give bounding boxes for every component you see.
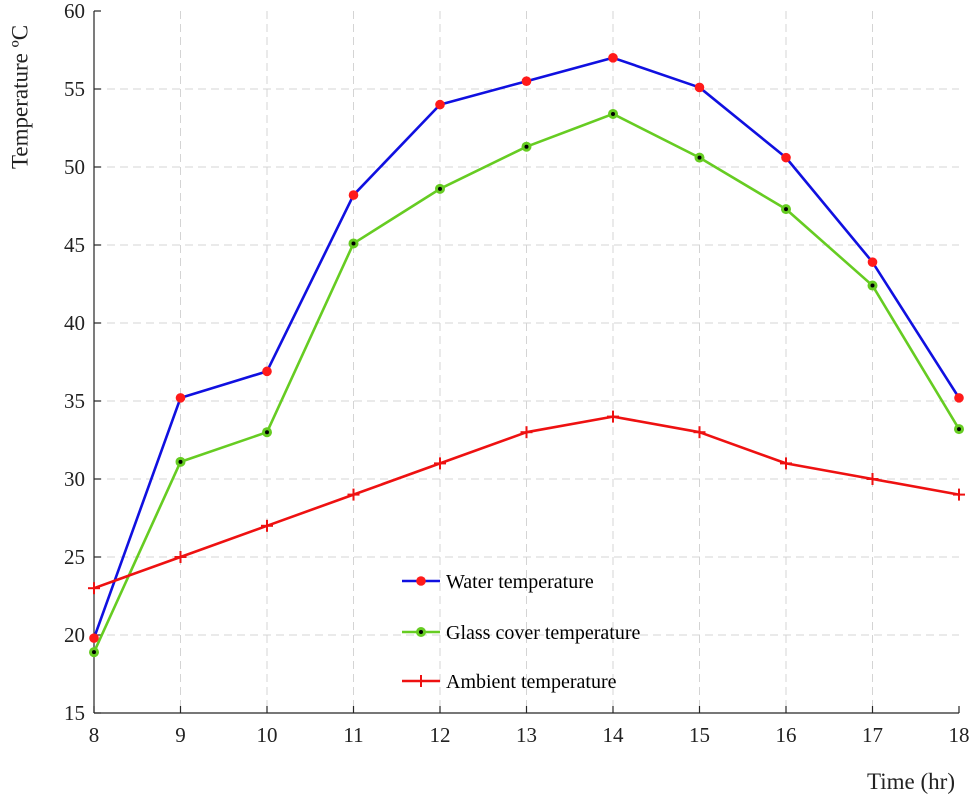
x-tick-label: 9	[175, 723, 186, 747]
series-2	[88, 410, 965, 595]
y-tick-label: 35	[64, 389, 85, 413]
grid	[94, 11, 959, 713]
legend: Water temperature Glass cover temperature…	[402, 571, 640, 693]
data-point	[262, 366, 272, 377]
y-tick-label: 50	[64, 155, 85, 179]
data-point	[89, 633, 99, 643]
data-point	[693, 426, 706, 439]
y-tick-label: 45	[64, 233, 85, 257]
y-tick-label: 30	[64, 467, 85, 491]
data-point	[415, 675, 427, 687]
legend-item: Water temperature	[402, 571, 594, 593]
x-tick-label: 12	[430, 723, 451, 747]
series-group	[88, 53, 965, 658]
x-tick-label: 17	[862, 723, 883, 747]
data-point	[348, 190, 359, 200]
x-tick-label: 8	[89, 723, 100, 747]
data-point	[608, 53, 618, 63]
x-tick-label: 15	[689, 723, 710, 747]
data-point	[175, 393, 186, 403]
series-0	[89, 53, 964, 643]
data-point	[780, 457, 792, 470]
data-point	[434, 457, 446, 470]
y-tick-label: 15	[64, 701, 85, 725]
tick-labels: 8 9 10 11 12 13 14 15 16 17 18 15 20 25 30 35 40 45 50 55 60	[64, 0, 970, 747]
y-axis-label: Temperature ºC	[7, 25, 32, 169]
data-point	[416, 576, 426, 586]
legend-label: Water temperature	[446, 571, 594, 593]
data-point-center	[784, 207, 788, 212]
x-tick-label: 13	[516, 723, 537, 747]
x-tick-label: 18	[949, 723, 970, 747]
data-point	[521, 76, 532, 86]
data-point-center	[92, 650, 96, 655]
data-point	[953, 488, 965, 501]
data-point	[607, 410, 619, 423]
data-point	[781, 152, 791, 163]
y-tick-label: 25	[64, 545, 85, 569]
x-tick-label: 16	[776, 723, 797, 747]
data-point-center	[611, 111, 615, 116]
y-tick-label: 40	[64, 311, 85, 335]
data-point	[954, 393, 964, 403]
legend-label: Ambient temperature	[446, 671, 617, 693]
y-tick-label: 20	[64, 623, 85, 647]
legend-item: Ambient temperature	[402, 671, 617, 693]
y-tick-label: 55	[64, 77, 85, 101]
data-point	[520, 426, 533, 439]
data-point	[694, 82, 705, 93]
data-point	[435, 99, 445, 110]
data-point-center	[265, 430, 269, 435]
data-point-center	[524, 144, 529, 149]
data-point	[867, 257, 878, 267]
y-tick-label: 60	[64, 0, 85, 23]
x-tick-label: 10	[257, 723, 278, 747]
legend-item: Glass cover temperature	[402, 622, 640, 644]
data-point-center	[351, 241, 356, 246]
data-point-center	[697, 155, 702, 160]
data-point	[174, 551, 187, 563]
data-point	[347, 488, 360, 501]
data-point-center	[438, 186, 442, 191]
axes	[93, 10, 960, 714]
data-point-center	[419, 630, 423, 634]
x-tick-label: 14	[603, 723, 625, 747]
x-axis-label: Time (hr)	[867, 769, 955, 794]
data-point	[88, 582, 100, 595]
data-point-center	[957, 427, 961, 432]
data-point	[261, 519, 273, 532]
data-point	[866, 473, 879, 485]
data-point-center	[870, 283, 875, 288]
data-point-center	[178, 459, 183, 464]
legend-label: Glass cover temperature	[446, 622, 640, 644]
series-1	[89, 108, 964, 658]
x-tick-label: 11	[343, 723, 363, 747]
